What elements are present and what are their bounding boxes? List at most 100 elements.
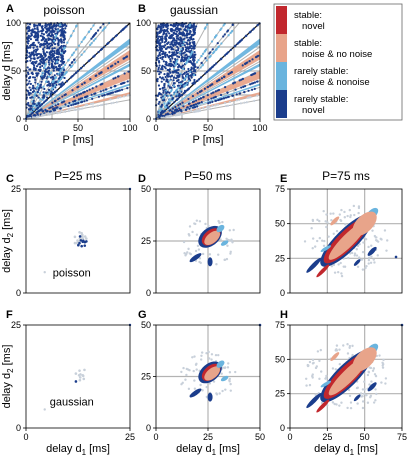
legend-swatch-rarely-both: [276, 62, 287, 90]
data-point: [40, 80, 43, 83]
legend-label: stable:: [294, 38, 322, 49]
data-point: [31, 84, 35, 87]
data-point: [35, 107, 39, 110]
x-tick-label: 0: [287, 432, 292, 442]
data-point: [85, 95, 88, 98]
cluster-rarely-noise: [216, 224, 225, 233]
data-point: [210, 358, 213, 361]
data-point: [339, 261, 342, 265]
data-point: [361, 268, 365, 271]
data-point: [324, 376, 328, 380]
data-point: [187, 77, 191, 80]
panel-d: D P=50 ms 0 25 50: [138, 169, 261, 298]
data-point: [159, 67, 163, 71]
data-point: [371, 369, 375, 372]
data-point: [251, 58, 254, 61]
wedge-rarely-noise: [156, 38, 260, 119]
data-point: [74, 380, 78, 383]
data-point: [161, 103, 164, 106]
data-point: [172, 93, 176, 96]
data-point: [204, 72, 207, 75]
data-point: [210, 92, 213, 95]
data-point: [90, 37, 93, 40]
data-point: [249, 96, 252, 99]
data-point: [217, 219, 220, 223]
data-point: [45, 38, 48, 41]
data-point: [51, 26, 54, 29]
panel-title-b: gaussian: [170, 3, 218, 17]
data-point: [174, 90, 177, 94]
data-point: [250, 88, 254, 91]
y-tick-label: 50: [275, 219, 285, 229]
data-point: [225, 52, 229, 55]
data-point: [311, 237, 315, 240]
data-point: [358, 242, 361, 246]
data-point: [32, 86, 35, 89]
data-point: [61, 73, 64, 76]
data-point: [342, 265, 345, 268]
data-point: [181, 101, 184, 104]
data-point: [394, 255, 398, 259]
data-point: [210, 97, 213, 100]
data-point: [181, 44, 184, 47]
data-point: [370, 380, 373, 383]
data-point: [232, 82, 235, 85]
data-point: [32, 76, 35, 79]
data-point: [93, 54, 96, 57]
data-point: [41, 26, 44, 30]
data-point: [111, 38, 114, 41]
data-point: [62, 38, 65, 42]
data-point: [190, 76, 193, 79]
data-point: [199, 76, 203, 79]
data-point: [43, 59, 47, 62]
data-point: [380, 381, 383, 384]
data-point: [47, 66, 50, 69]
data-point: [166, 27, 169, 30]
data-point: [250, 73, 254, 76]
data-point: [193, 103, 196, 106]
data-point: [167, 55, 170, 58]
data-point: [50, 64, 54, 67]
x-axis-label: delay d1 [ms]: [46, 443, 110, 457]
data-point: [43, 52, 46, 55]
data-point: [169, 60, 172, 63]
data-point: [177, 71, 180, 75]
data-point: [179, 72, 182, 75]
data-point: [51, 40, 54, 43]
data-point: [166, 24, 169, 28]
data-point: [95, 85, 98, 88]
data-point: [224, 96, 228, 99]
data-point: [28, 68, 31, 71]
y-tick-label: 50: [141, 320, 151, 330]
data-point: [184, 25, 187, 28]
data-point: [29, 116, 32, 120]
data-point: [82, 377, 86, 381]
data-point: [212, 91, 215, 94]
data-point: [180, 65, 184, 68]
data-point: [52, 29, 55, 32]
data-point: [31, 90, 35, 94]
data-point: [97, 29, 100, 32]
data-point: [158, 70, 161, 73]
data-point: [103, 45, 106, 48]
data-point: [172, 79, 175, 82]
data-point: [172, 84, 176, 87]
data-point: [115, 34, 118, 37]
data-point: [68, 64, 71, 67]
data-point: [223, 258, 227, 262]
x-axis-label: P [ms]: [63, 134, 94, 146]
data-point: [160, 77, 163, 80]
data-point: [192, 70, 195, 73]
data-point: [185, 41, 188, 44]
data-point: [48, 84, 52, 87]
data-point: [41, 57, 44, 60]
data-point: [217, 98, 220, 102]
data-point: [168, 91, 171, 94]
panel-letter-d: D: [138, 173, 146, 185]
data-point: [168, 36, 171, 39]
data-point: [193, 110, 197, 113]
data-point: [26, 44, 29, 48]
data-point: [92, 39, 96, 42]
data-point: [33, 25, 36, 28]
data-point: [43, 46, 46, 49]
